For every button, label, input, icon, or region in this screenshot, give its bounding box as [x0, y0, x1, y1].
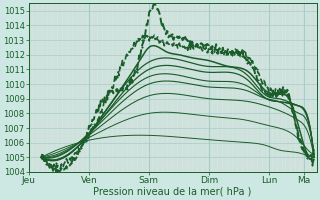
X-axis label: Pression niveau de la mer( hPa ): Pression niveau de la mer( hPa ): [93, 187, 252, 197]
